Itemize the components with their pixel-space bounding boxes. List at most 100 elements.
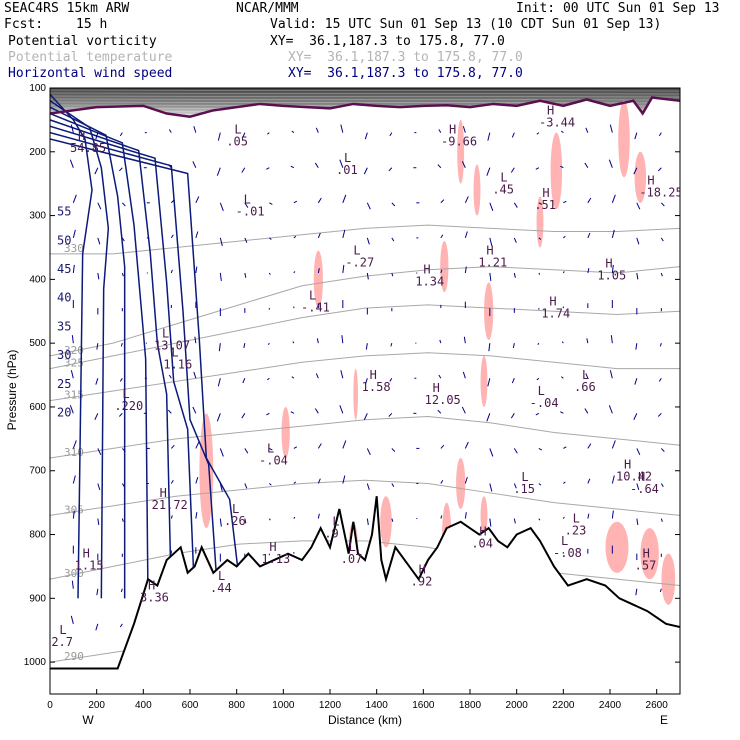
theta-contour-325 (50, 304, 680, 370)
y-tick-label: 200 (29, 147, 46, 158)
wind-vector (464, 231, 468, 239)
wind-vector (562, 271, 565, 274)
extremum-low: L-.08 (553, 534, 582, 560)
extremum-value: 21.72 (152, 498, 188, 512)
extremum-high: H.92 (411, 563, 433, 589)
wind-vector (72, 510, 75, 519)
wind-vector (440, 480, 444, 484)
wind-vector (510, 413, 515, 419)
theta-contour-305 (50, 479, 680, 516)
extremum-value: -.08 (553, 546, 582, 560)
wind-vector (510, 167, 515, 173)
extremum-high: H1.74 (541, 295, 570, 321)
valid-time: Valid: 15 UTC Sun 01 Sep 13 (10 CDT Sun … (270, 17, 662, 32)
extremum-low: L-.04 (259, 441, 288, 467)
wind-vector (219, 483, 223, 492)
wind-vector (560, 165, 564, 169)
wind-vector (511, 132, 515, 138)
east-end-label: E (660, 713, 668, 727)
stratosphere-contour (50, 113, 680, 116)
extremum-value: 1.34 (415, 275, 444, 289)
extremum-type: H (647, 173, 654, 187)
pv-contour-label: 50 (57, 233, 71, 247)
extremum-type: L (521, 470, 528, 484)
negative-pv-patch (550, 132, 563, 210)
wind-vector (636, 272, 639, 280)
negative-pv-patch (281, 406, 290, 458)
y-tick-label: 500 (29, 338, 46, 349)
wind-vector (440, 515, 443, 519)
wind-vector (118, 167, 123, 172)
wind-vector (95, 378, 99, 385)
extremum-type: H (269, 540, 276, 554)
extremum-low: L2.7 (51, 623, 73, 649)
negative-pv-patch (634, 151, 647, 203)
wind-vector (317, 232, 321, 239)
extremum-value: 2.7 (51, 635, 73, 649)
wind-vector (121, 518, 124, 522)
extremum-high: H.51 (534, 186, 556, 212)
extremum-high: H1.05 (597, 256, 626, 282)
extremum-type: H (479, 524, 486, 538)
wind-vector (660, 483, 664, 487)
field-label-wind: Horizontal wind speed (8, 66, 173, 81)
wind-vector (440, 444, 445, 449)
wind-vector (170, 480, 174, 484)
x-tick-label: 2400 (599, 700, 622, 711)
pv-contour-20 (50, 138, 243, 599)
negative-pv-patch (640, 528, 659, 580)
pv-contour-55 (50, 93, 93, 599)
theta-label: 315 (64, 389, 84, 402)
wind-vector (660, 237, 664, 242)
wind-vector (192, 406, 197, 414)
extremum-type: H (83, 547, 90, 561)
wind-vector (513, 237, 517, 243)
wind-vector (120, 343, 123, 347)
extremum-type: H (78, 129, 85, 143)
y-tick-label: 100 (29, 83, 46, 94)
wind-vector (658, 377, 662, 382)
extremum-low: L-.41 (301, 288, 330, 314)
wind-vector (341, 335, 344, 344)
extremum-type: L (353, 244, 360, 258)
wind-vector (610, 335, 613, 344)
y-tick-label: 400 (29, 274, 46, 285)
wind-vector (119, 623, 123, 628)
wind-vector (390, 343, 393, 347)
theta-contour-310 (50, 416, 680, 459)
y-axis-title: Pressure (hPa) (5, 350, 19, 431)
field-label-pv: Potential vorticity (8, 34, 157, 49)
wind-vector (71, 580, 74, 589)
west-end-label: W (82, 713, 94, 727)
wind-vector (486, 413, 491, 422)
extremum-high: H1.15 (75, 547, 104, 573)
wind-vector (243, 343, 246, 349)
negative-pv-patch (457, 119, 465, 184)
wind-vector (489, 272, 492, 282)
extremum-low: L.07 (341, 540, 363, 566)
wind-vector (241, 413, 246, 419)
extremum-type: L (332, 515, 339, 529)
wind-vector (97, 272, 100, 280)
extremum-type: H (547, 103, 554, 117)
extremum-type: H (486, 244, 493, 258)
wind-vector (563, 235, 566, 239)
extremum-high: H1.34 (415, 263, 444, 289)
wind-vector (342, 475, 346, 484)
x-tick-label: 2200 (552, 700, 575, 711)
extremum-high: H1.58 (362, 368, 391, 394)
wind-vector (611, 194, 616, 203)
wind-vector (438, 129, 442, 133)
wind-vector (488, 343, 491, 352)
field-xy-theta: XY= 36.1,187.3 to 175.8, 77.0 (288, 50, 523, 65)
wind-vector (317, 268, 320, 274)
y-tick-label: 600 (29, 402, 46, 413)
extremum-high: H54.85 (70, 129, 106, 155)
negative-pv-patch (480, 496, 488, 535)
wind-vector (462, 126, 466, 133)
wind-vector (535, 412, 540, 416)
wind-vector (291, 376, 295, 379)
wind-vector (636, 237, 640, 245)
wind-vector (268, 518, 271, 521)
wind-vector (363, 167, 368, 175)
